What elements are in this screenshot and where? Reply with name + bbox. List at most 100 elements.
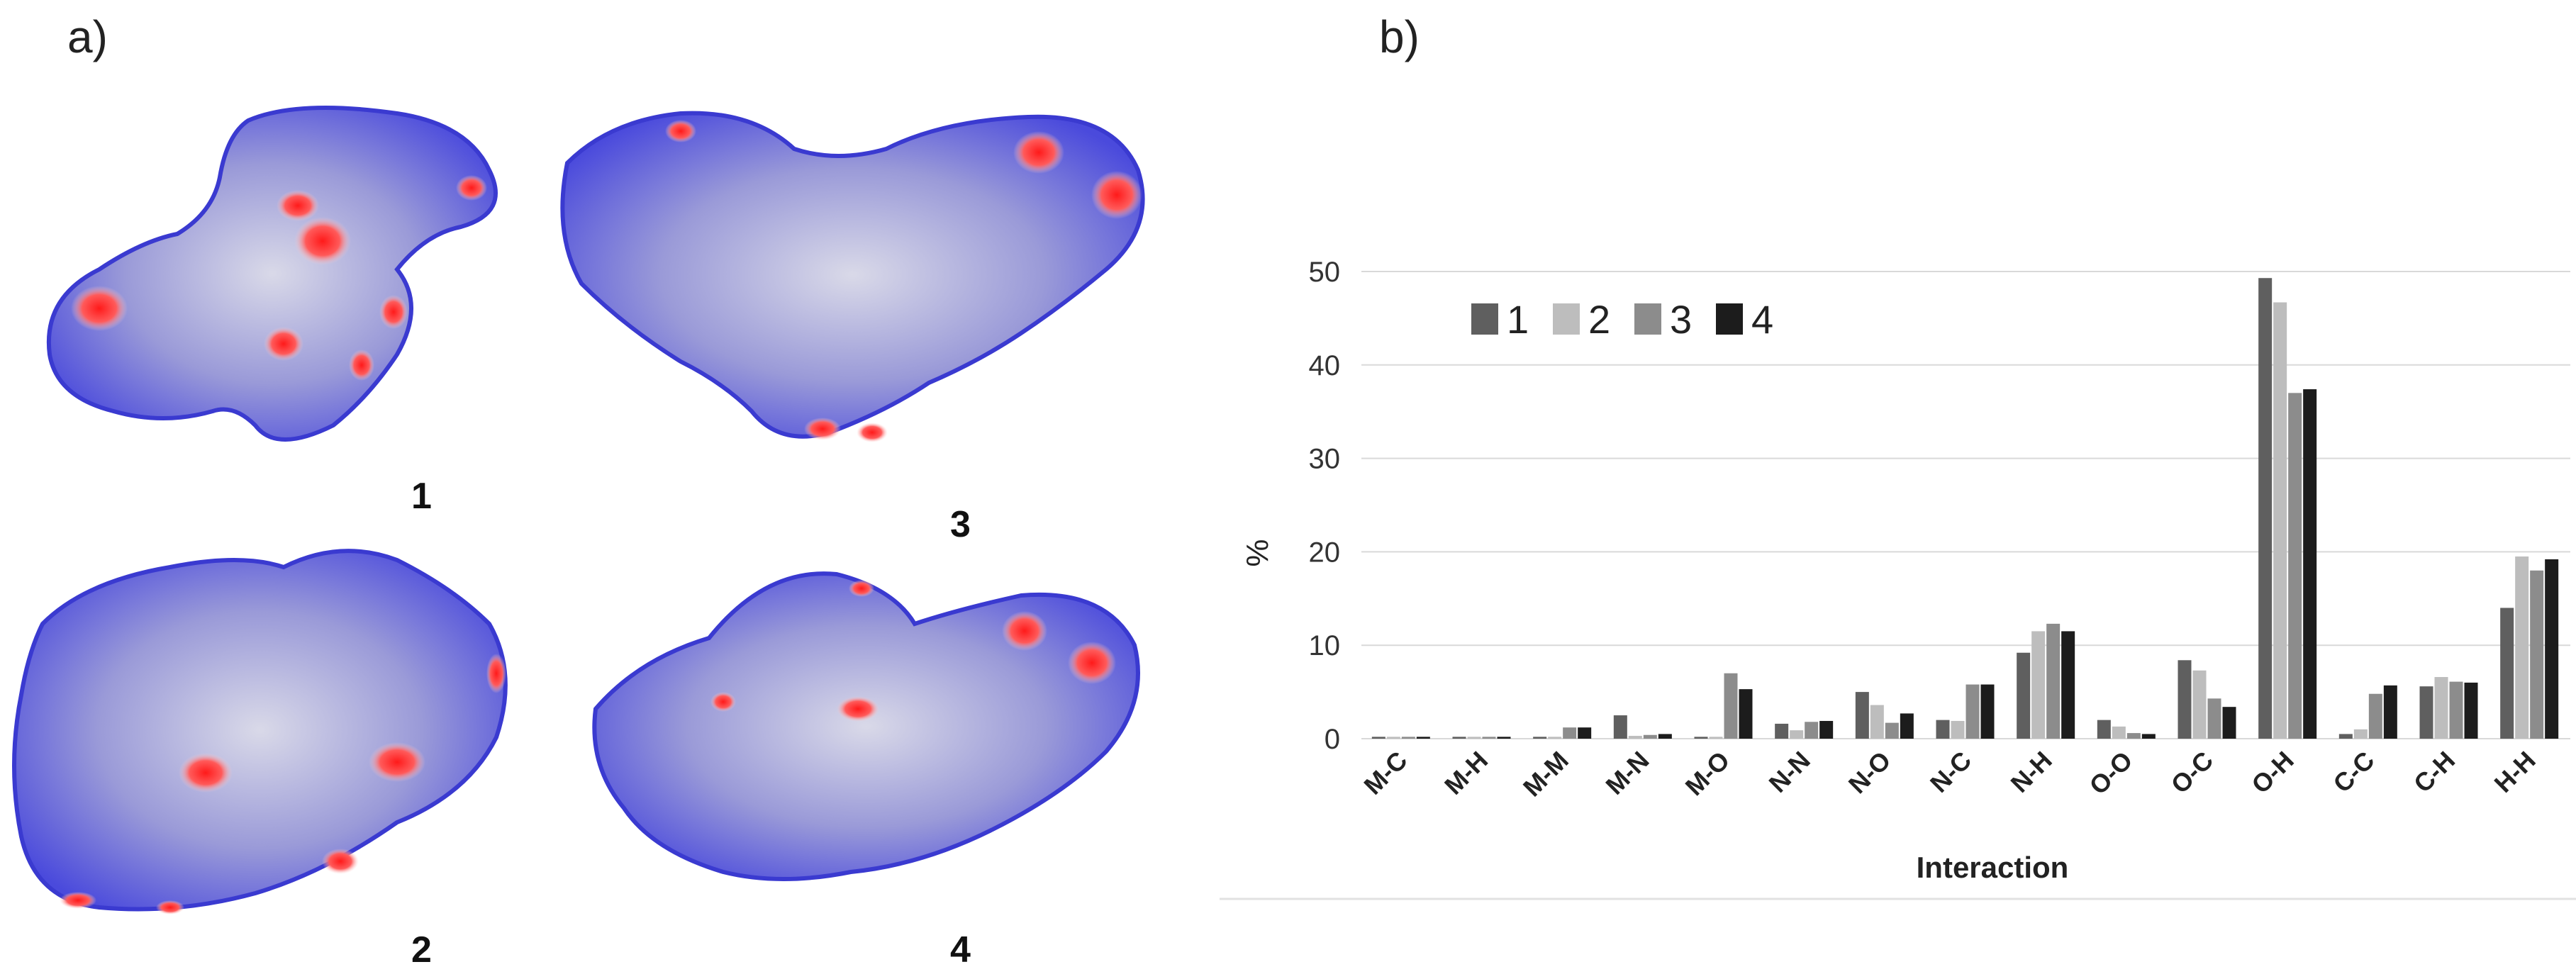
bar-M-C-series-2	[1386, 737, 1400, 739]
bar-C-C-series-2	[2353, 729, 2368, 739]
bar-O-O-series-4	[2141, 734, 2156, 739]
y-tick-label: 30	[1309, 444, 1341, 475]
x-tick-label: M-C	[1358, 746, 1412, 800]
bar-C-H-series-1	[2419, 686, 2433, 739]
panel-b: b) 0 10 20 30 40 50 M-C M-H M-M M-N M-O N-N N-O N-C N…	[1220, 0, 2576, 979]
x-tick-label: M-H	[1439, 746, 1493, 800]
bar-O-O-series-2	[2112, 726, 2126, 739]
panel-a: a)	[0, 0, 1220, 979]
surface-4-label: 4	[950, 929, 971, 970]
panel-a-label: a)	[67, 11, 108, 62]
legend: 1 2 3 4	[1471, 297, 1773, 342]
surface-4-image	[592, 571, 1140, 881]
y-tick-label: 20	[1309, 537, 1341, 568]
bar-M-O-series-4	[1739, 689, 1753, 739]
legend-swatch-2	[1553, 303, 1580, 335]
bar-C-C-series-1	[2338, 734, 2353, 739]
legend-label-2: 2	[1588, 297, 1610, 342]
surface-3-image	[560, 111, 1145, 442]
x-tick-label: M-M	[1517, 746, 1574, 802]
bar-C-C-series-4	[2383, 685, 2397, 739]
legend-label-3: 3	[1670, 297, 1692, 342]
x-tick-label: M-N	[1600, 746, 1654, 800]
bar-M-N-series-3	[1643, 734, 1657, 739]
bar-M-M-series-1	[1533, 737, 1547, 739]
bar-N-H-series-1	[2017, 652, 2031, 739]
bar-N-O-series-4	[1900, 713, 1914, 739]
x-tick-label: O-H	[2246, 746, 2299, 800]
bar-N-C-series-2	[1951, 720, 1965, 739]
bar-H-H-series-2	[2515, 556, 2529, 739]
surface-images	[12, 106, 1145, 914]
bar-M-C-series-4	[1416, 737, 1430, 739]
bar-M-O-series-2	[1709, 737, 1723, 739]
bar-H-H-series-1	[2500, 608, 2514, 739]
x-tick-labels: M-C M-H M-M M-N M-O N-N N-O N-C N-H O-O O-C O-H C-C C…	[1358, 746, 2541, 802]
bar-M-N-series-1	[1613, 715, 1627, 739]
bar-N-H-series-3	[2046, 623, 2061, 739]
gridlines	[1361, 271, 2570, 739]
surface-1-image	[46, 106, 498, 442]
bar-C-C-series-3	[2368, 693, 2382, 739]
legend-swatch-4	[1716, 303, 1743, 335]
y-axis-label: %	[1240, 539, 1275, 566]
bar-C-H-series-3	[2449, 681, 2463, 739]
bar-O-O-series-3	[2126, 733, 2141, 739]
bar-H-H-series-4	[2545, 559, 2559, 739]
bar-O-H-series-4	[2303, 389, 2317, 739]
y-tick-labels: 0 10 20 30 40 50	[1309, 257, 1341, 755]
y-tick-label: 50	[1309, 257, 1341, 288]
bar-O-C-series-2	[2192, 670, 2207, 739]
legend-label-1: 1	[1507, 297, 1529, 342]
bar-H-H-series-3	[2530, 570, 2544, 739]
bars	[1371, 278, 2559, 739]
x-tick-label: O-O	[2083, 746, 2138, 800]
bar-M-O-series-3	[1724, 673, 1738, 739]
bar-N-O-series-3	[1885, 722, 1899, 739]
x-tick-label: M-O	[1680, 746, 1735, 801]
surface-3-label: 3	[950, 504, 971, 545]
surface-1-label: 1	[411, 476, 432, 517]
surface-2-label: 2	[411, 929, 432, 970]
panel-b-label: b)	[1379, 11, 1420, 62]
bar-N-C-series-4	[1980, 684, 1995, 739]
y-tick-label: 40	[1309, 350, 1341, 381]
bar-M-H-series-2	[1467, 737, 1481, 739]
bar-C-H-series-2	[2434, 677, 2448, 739]
bar-N-O-series-2	[1870, 705, 1884, 739]
bar-O-C-series-1	[2178, 660, 2192, 739]
bar-C-H-series-4	[2464, 682, 2478, 739]
bar-N-C-series-3	[1966, 684, 1980, 739]
bar-M-C-series-1	[1371, 737, 1385, 739]
bar-N-N-series-1	[1775, 723, 1789, 739]
bar-N-H-series-2	[2031, 631, 2046, 739]
bar-M-N-series-2	[1628, 736, 1642, 739]
bar-O-C-series-4	[2222, 707, 2236, 739]
bar-M-M-series-4	[1578, 727, 1592, 739]
legend-label-4: 4	[1751, 297, 1773, 342]
y-tick-label: 10	[1309, 630, 1341, 661]
interaction-bar-chart: 0 10 20 30 40 50 M-C M-H M-M M-N M-O N-N N-O N-C N-H O…	[1220, 257, 2576, 900]
bar-O-H-series-1	[2258, 278, 2273, 739]
bar-M-M-series-2	[1548, 737, 1562, 739]
surface-2-image	[12, 549, 508, 914]
bar-M-H-series-1	[1452, 737, 1466, 739]
legend-swatch-1	[1471, 303, 1498, 335]
bar-N-C-series-1	[1936, 720, 1950, 739]
x-tick-label: H-H	[2489, 746, 2541, 798]
y-tick-label: 0	[1325, 724, 1340, 755]
bar-N-N-series-3	[1805, 722, 1819, 739]
bar-N-O-series-1	[1855, 692, 1869, 739]
x-tick-label: N-O	[1843, 746, 1897, 800]
bar-N-N-series-2	[1790, 730, 1804, 739]
bar-N-N-series-4	[1819, 720, 1834, 739]
bar-M-M-series-3	[1563, 727, 1577, 739]
bar-M-H-series-3	[1482, 737, 1496, 739]
bar-M-O-series-1	[1694, 737, 1708, 739]
bar-M-N-series-4	[1658, 734, 1672, 739]
bar-O-H-series-2	[2273, 302, 2287, 739]
x-tick-label: C-C	[2327, 746, 2380, 798]
legend-swatch-3	[1634, 303, 1661, 335]
bar-O-H-series-3	[2288, 393, 2302, 739]
bar-O-O-series-1	[2097, 720, 2111, 739]
